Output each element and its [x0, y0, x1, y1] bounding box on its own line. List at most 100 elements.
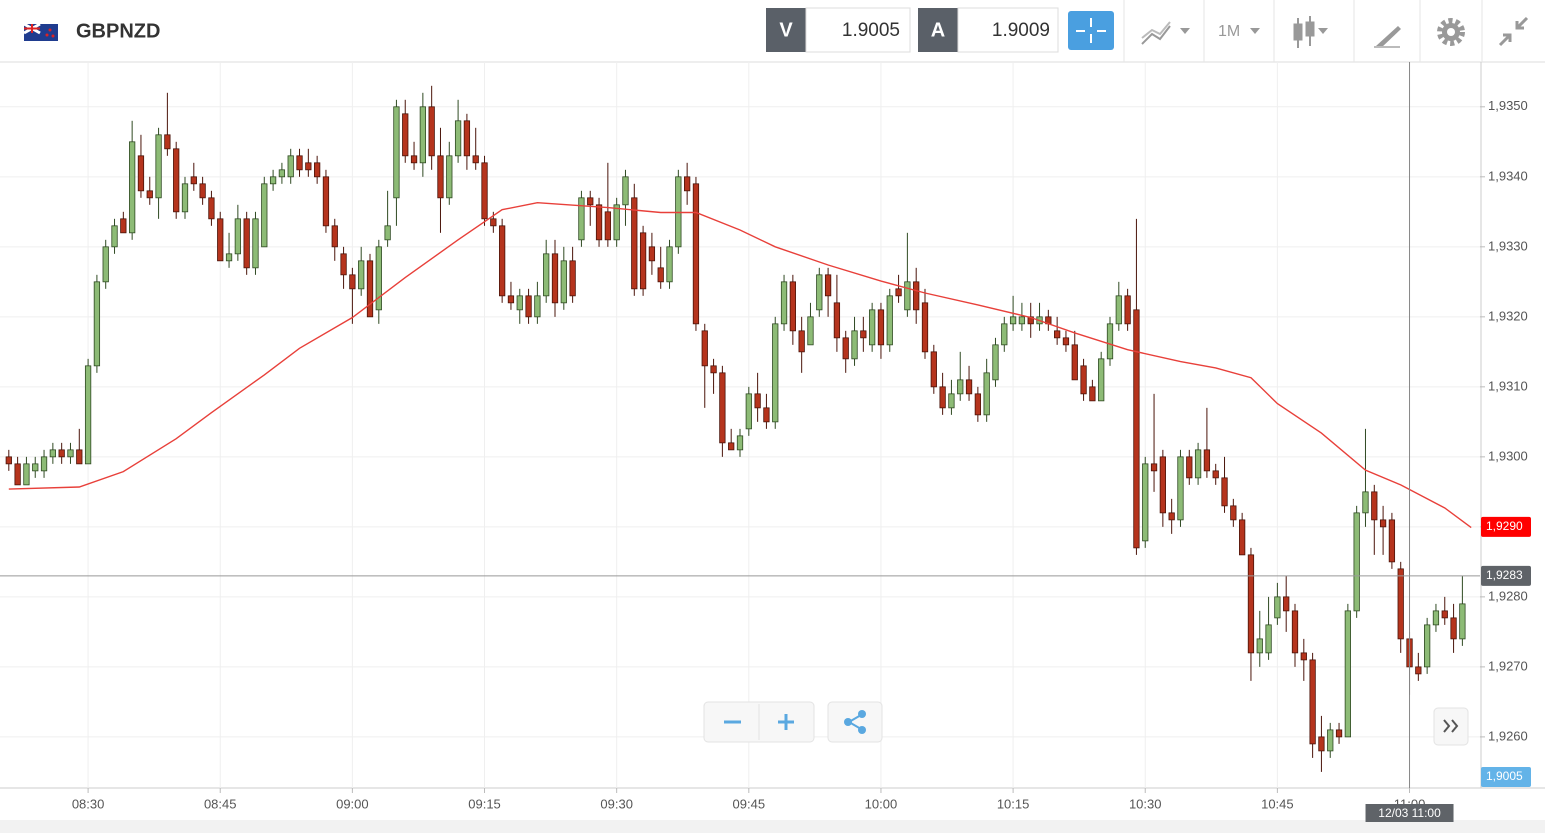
crosshair-button[interactable]: [1068, 11, 1114, 50]
candle-body: [816, 274, 823, 311]
candle-body: [225, 253, 233, 262]
candle-body: [666, 246, 673, 283]
candle-body: [296, 155, 303, 171]
candle-body: [983, 372, 990, 416]
candle-body: [974, 393, 981, 416]
candle-body: [261, 183, 268, 248]
y-tick-label: 1,9320: [1488, 308, 1528, 323]
settings-button[interactable]: [1437, 18, 1465, 46]
timeframe-button[interactable]: 1M: [1218, 23, 1260, 40]
candle-body: [710, 365, 717, 374]
candle-body: [824, 274, 832, 297]
candle-body: [322, 176, 330, 227]
candles-button[interactable]: [1293, 16, 1328, 48]
candle-body: [1344, 610, 1351, 738]
candle-body: [287, 155, 294, 178]
candle-body: [1230, 505, 1237, 521]
candle-body: [1142, 463, 1149, 542]
candle-body: [1353, 512, 1360, 612]
x-tick-label: 09:45: [733, 796, 766, 811]
candle-body: [569, 260, 576, 297]
candle-body: [463, 120, 471, 157]
x-tick-label: 09:00: [336, 796, 369, 811]
candle-body: [446, 155, 453, 199]
sell-box[interactable]: V 1.9005: [766, 7, 911, 53]
candle-body: [1098, 358, 1105, 402]
candle-body: [921, 302, 929, 353]
candle-body: [1256, 638, 1263, 654]
candle-body: [1247, 554, 1255, 654]
buy-box[interactable]: A 1.9009: [918, 7, 1059, 53]
draw-button[interactable]: [1374, 26, 1401, 48]
price-tag-label: 1,9290: [1486, 519, 1523, 533]
candle-body: [410, 155, 418, 164]
collapse-button[interactable]: [1498, 16, 1529, 47]
candle-body: [190, 176, 197, 185]
candle-body: [199, 183, 206, 199]
scroll-right[interactable]: [1433, 707, 1469, 746]
candle-body: [217, 218, 224, 262]
candle-body: [613, 204, 620, 241]
candle-body: [5, 456, 12, 465]
candle-body: [948, 393, 955, 409]
candle-body: [543, 253, 550, 297]
candle-body: [1054, 330, 1061, 339]
candle-body: [895, 288, 902, 297]
plot: [5, 85, 1472, 772]
candle-body: [913, 281, 920, 311]
candle-body: [869, 309, 876, 346]
symbol: GBPNZD: [76, 20, 160, 42]
candle-body: [772, 323, 779, 423]
candle-body: [349, 274, 356, 290]
candle-body: [1168, 512, 1175, 521]
candle-body: [499, 225, 506, 297]
candle-body: [472, 155, 479, 164]
candle-body: [587, 197, 594, 206]
candle-body: [833, 302, 841, 339]
price-tag: [1481, 767, 1531, 787]
candle-body: [208, 197, 215, 220]
y-tick-label: 1,9330: [1488, 238, 1528, 253]
candle-body: [763, 407, 770, 423]
y-tick-label: 1,9310: [1488, 378, 1528, 393]
candle-body: [137, 155, 145, 192]
candle-body: [1397, 568, 1404, 640]
candle-body: [1309, 659, 1316, 745]
candle-body: [67, 449, 74, 458]
zoom-in[interactable]: [778, 714, 794, 730]
x-tick-label: 08:30: [72, 796, 105, 811]
candle-body: [76, 449, 83, 465]
candle-body: [419, 106, 426, 164]
candle-body: [1265, 624, 1272, 654]
share[interactable]: [827, 701, 883, 743]
candle-body: [146, 190, 153, 199]
y-tick-label: 1,9270: [1488, 658, 1528, 673]
toolbar-separators: [1123, 0, 1483, 62]
candle-body: [358, 260, 365, 290]
candle-body: [1379, 519, 1387, 528]
candle-body: [1450, 617, 1457, 640]
candle-body: [1018, 316, 1026, 325]
candle-body: [842, 337, 849, 360]
candle-body: [164, 134, 171, 150]
candle-body: [93, 281, 101, 367]
sell-price: 1.9005: [842, 20, 900, 41]
candle-body: [1327, 729, 1334, 752]
candle-body: [639, 232, 647, 290]
candle-body: [604, 211, 611, 241]
y-tick-label: 1,9260: [1488, 728, 1528, 743]
candle-body: [1177, 456, 1184, 521]
candle-body: [1415, 666, 1422, 675]
candle-body: [340, 253, 347, 276]
chart-type-button[interactable]: [1141, 21, 1190, 45]
y-tick-label: 1,9300: [1488, 448, 1528, 463]
candle-body: [754, 393, 761, 409]
candle-body: [1106, 323, 1114, 360]
candle-body: [1080, 365, 1087, 395]
candle-body: [331, 225, 338, 248]
candle-body: [1221, 477, 1228, 507]
buy-label: A: [931, 19, 945, 41]
candle-body: [965, 379, 973, 395]
candle-body: [560, 260, 567, 304]
